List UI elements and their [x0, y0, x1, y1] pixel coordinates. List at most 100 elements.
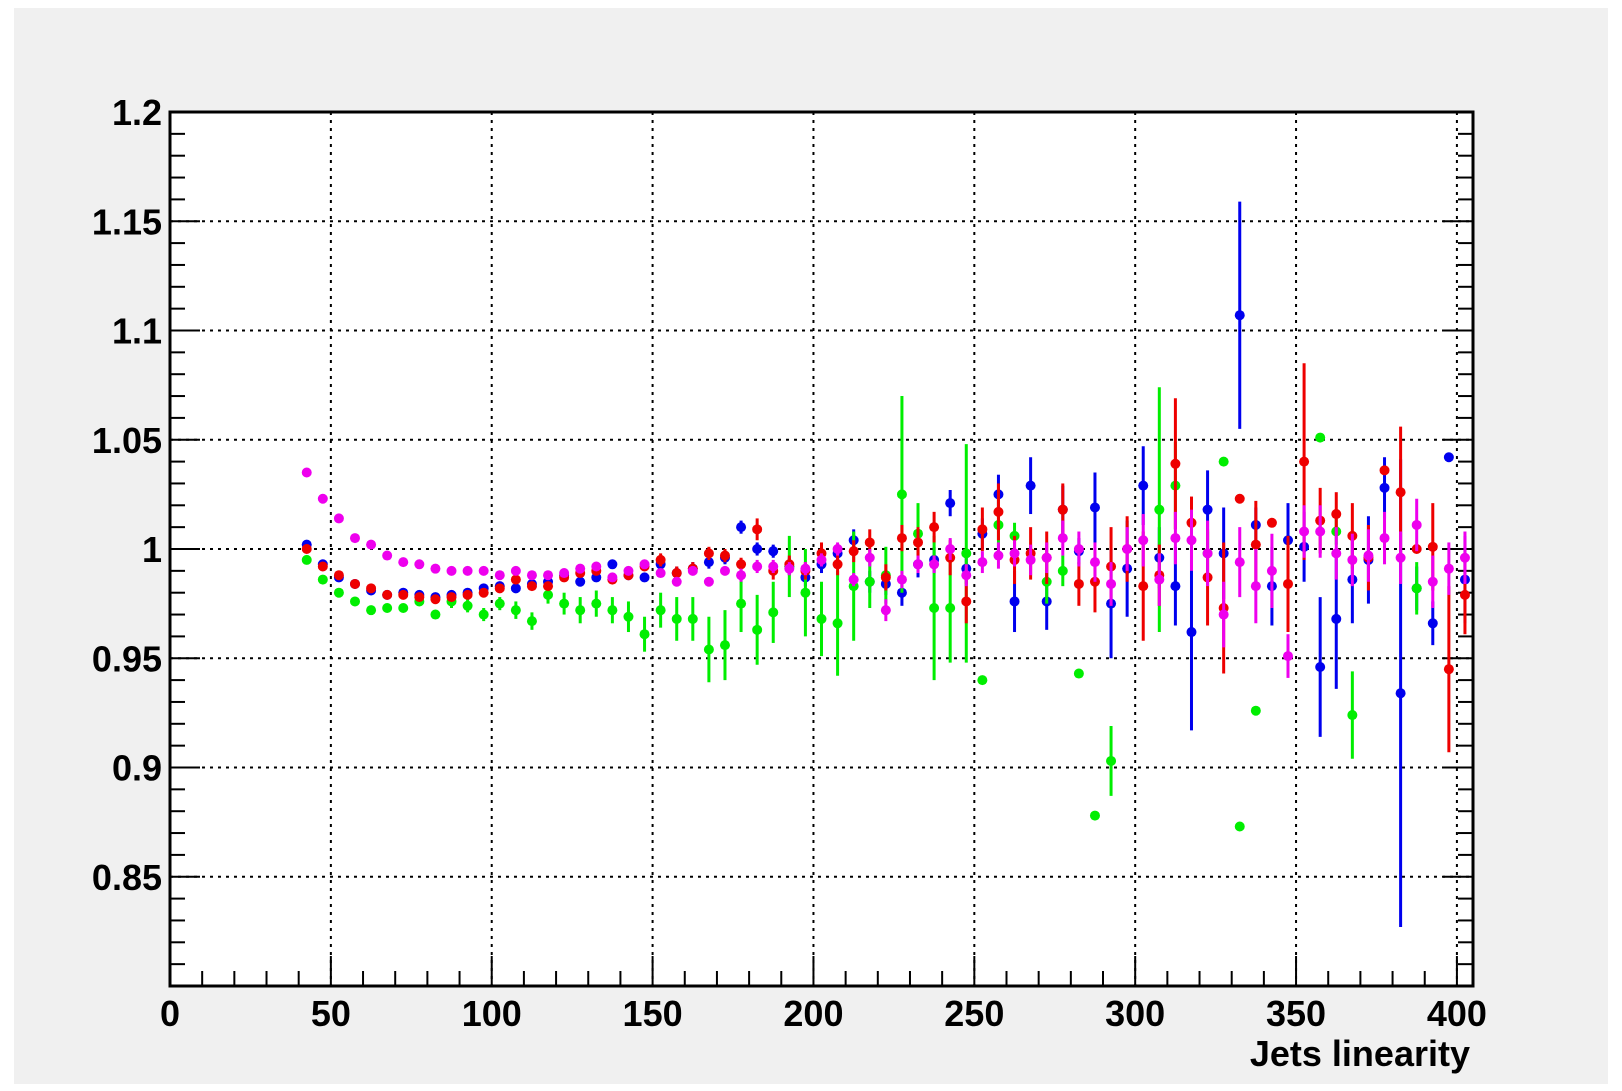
data-point: [880, 605, 891, 616]
x-tick-label: 100: [462, 993, 522, 1034]
data-point: [655, 554, 666, 565]
data-point: [1106, 578, 1117, 589]
data-point: [993, 550, 1004, 561]
y-tick-label: 1.05: [92, 420, 162, 461]
data-point: [333, 513, 344, 524]
data-point: [1347, 554, 1358, 565]
data-point: [703, 557, 714, 568]
data-point: [366, 539, 377, 550]
data-point: [591, 561, 602, 572]
data-point: [1041, 552, 1052, 563]
data-point: [703, 548, 714, 559]
data-point: [1057, 565, 1068, 576]
data-point: [1427, 618, 1438, 629]
data-point: [752, 624, 763, 635]
data-point: [703, 644, 714, 655]
data-point: [784, 563, 795, 574]
data-point: [1218, 456, 1229, 467]
data-point: [575, 605, 586, 616]
data-point: [1299, 456, 1310, 467]
data-point: [655, 605, 666, 616]
data-point: [896, 489, 907, 500]
data-point: [639, 572, 650, 583]
data-point: [446, 565, 457, 576]
data-point: [1089, 810, 1100, 821]
data-point: [559, 568, 570, 579]
data-point: [1009, 548, 1020, 559]
data-point: [752, 524, 763, 535]
data-point: [1459, 589, 1470, 600]
data-point: [1250, 581, 1261, 592]
data-point: [494, 570, 505, 581]
data-point: [800, 563, 811, 574]
data-point: [349, 533, 360, 544]
data-point: [1363, 550, 1374, 561]
data-point: [1266, 517, 1277, 528]
data-point: [1089, 557, 1100, 568]
data-point: [526, 616, 537, 627]
data-point: [1202, 548, 1213, 559]
data-point: [414, 559, 425, 570]
data-point: [543, 581, 554, 592]
data-point: [526, 570, 537, 581]
data-point: [913, 537, 924, 548]
data-point: [816, 554, 827, 565]
data-point: [1395, 487, 1406, 498]
data-point: [543, 570, 554, 581]
y-tick-label: 1.15: [92, 201, 162, 242]
y-tick-label: 0.85: [92, 857, 162, 898]
data-point: [1411, 583, 1422, 594]
data-point: [462, 589, 473, 600]
data-point: [575, 563, 586, 574]
data-point: [1073, 544, 1084, 554]
y-tick-label: 0.95: [92, 638, 162, 679]
data-point: [929, 522, 940, 533]
axes: 0 50 100 150 200 250 300 350 400 0.85 0.9 0.95 1 1.05…: [92, 92, 1487, 1034]
data-point: [977, 557, 988, 568]
data-point: [687, 565, 698, 576]
data-point: [1443, 452, 1454, 463]
data-point: [1234, 493, 1245, 504]
data-point: [1138, 581, 1149, 592]
data-point: [1170, 581, 1181, 592]
data-point: [1057, 504, 1068, 515]
data-point: [1089, 502, 1100, 513]
data-point: [1379, 482, 1390, 493]
data-point: [478, 565, 489, 576]
data-point: [977, 524, 988, 535]
data-point: [414, 592, 425, 603]
data-point: [1299, 526, 1310, 537]
data-point: [1106, 755, 1117, 766]
data-point: [848, 546, 859, 557]
data-point: [864, 537, 875, 548]
data-point: [301, 544, 312, 554]
data-point: [832, 544, 843, 554]
data-point: [1266, 565, 1277, 576]
data-point: [687, 613, 698, 624]
data-point: [526, 581, 537, 592]
data-point: [945, 544, 956, 554]
data-point: [752, 561, 763, 572]
data-point: [1250, 539, 1261, 550]
data-point: [1154, 504, 1165, 515]
data-point: [430, 563, 441, 574]
data-point: [1347, 710, 1358, 721]
y-tick-label: 1: [142, 529, 162, 570]
data-point: [1234, 821, 1245, 832]
data-point: [333, 587, 344, 598]
data-point: [1379, 533, 1390, 544]
data-point: [430, 609, 441, 620]
data-point: [655, 568, 666, 579]
y-tick-label: 0.9: [112, 748, 162, 789]
data-point: [317, 493, 328, 504]
data-point: [366, 583, 377, 594]
data-point: [349, 578, 360, 589]
x-tick-label: 350: [1266, 993, 1326, 1034]
data-series: [301, 201, 1470, 928]
data-point: [961, 596, 972, 607]
data-point: [478, 587, 489, 598]
x-tick-label: 400: [1427, 993, 1487, 1034]
data-point: [1283, 578, 1294, 589]
data-point: [896, 574, 907, 585]
data-point: [1315, 661, 1326, 672]
